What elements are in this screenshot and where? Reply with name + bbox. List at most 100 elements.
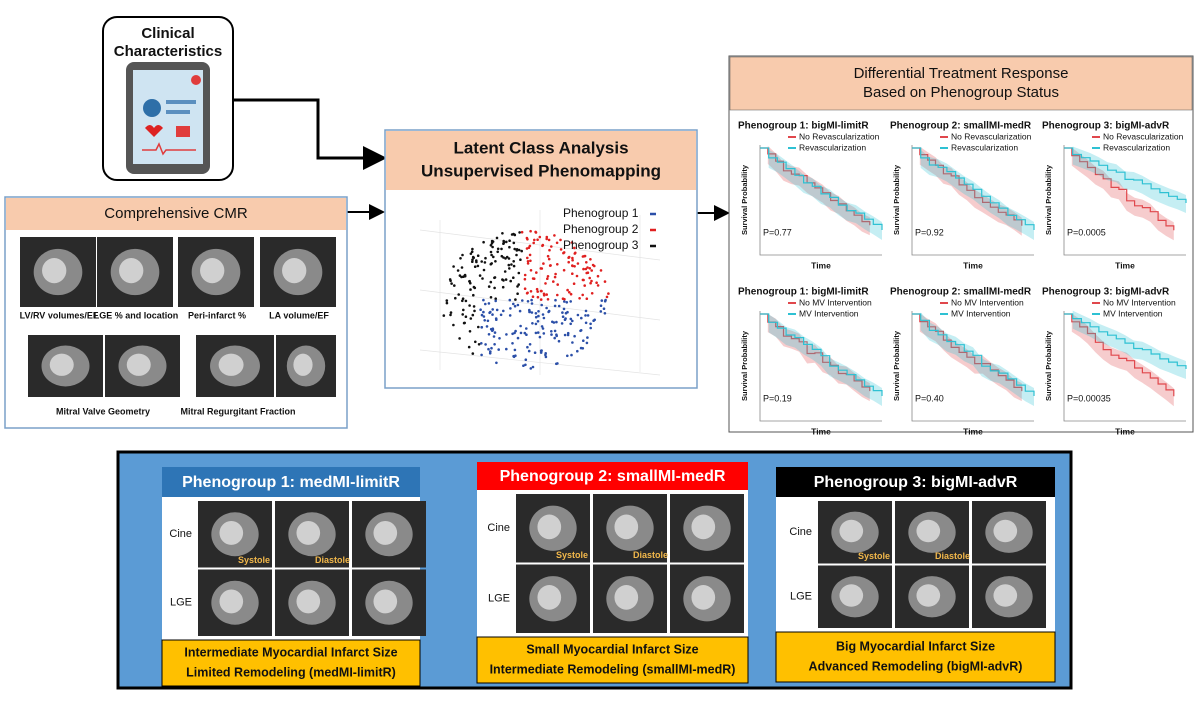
- scatter-dot: [515, 249, 519, 252]
- scatter-dot: [540, 325, 544, 328]
- scatter-dot: [556, 263, 559, 266]
- scatter-dot: [445, 299, 449, 302]
- icon-plus: [191, 75, 201, 85]
- x-axis-label: Time: [811, 260, 831, 270]
- axis: [1063, 145, 1186, 256]
- scatter-dot: [586, 266, 589, 269]
- confidence-band: [920, 312, 1034, 406]
- legend-label: No Revascularization: [1103, 131, 1184, 141]
- phenogroup-header: [776, 467, 1055, 497]
- scatter-dot: [547, 257, 551, 261]
- scatter-dot: [484, 256, 487, 260]
- icon-ecg: [142, 142, 196, 156]
- cmr-image-label: LA volume/EF: [269, 310, 329, 320]
- scatter-dot: [471, 352, 475, 355]
- y-axis-label: Survival Probability: [1044, 330, 1053, 401]
- scatter-dot: [452, 265, 455, 268]
- scatter-dot: [471, 247, 474, 251]
- scatter-dot: [529, 367, 533, 370]
- scatter-dot: [526, 300, 530, 303]
- cmr-image-detail: [691, 585, 716, 610]
- cmr-image-detail: [49, 353, 74, 376]
- scatter-dot: [533, 351, 537, 355]
- description: Small Myocardial Infarct Size: [526, 642, 698, 656]
- scatter-dot: [537, 314, 540, 318]
- cmr-image-detail: [200, 258, 225, 284]
- scatter-dot: [569, 317, 573, 321]
- scatter-dot: [552, 280, 555, 283]
- scatter-dot: [464, 315, 468, 319]
- scatter-dot: [509, 279, 512, 283]
- scatter-dot: [571, 319, 574, 323]
- scatter-dot: [494, 297, 498, 301]
- scatter-dot: [452, 323, 455, 327]
- scatter-dot: [513, 331, 516, 335]
- scatter-dot: [545, 306, 548, 310]
- scatter-dot: [493, 343, 496, 346]
- scatter-dot: [571, 272, 574, 276]
- scatter-dot: [553, 336, 556, 340]
- description-box: [775, 631, 1056, 683]
- scatter-dot: [603, 280, 607, 283]
- scatter-dot: [528, 308, 531, 312]
- confidence-band: [919, 146, 1022, 236]
- scatter-dot: [582, 339, 585, 343]
- phenogroup-header: [162, 467, 420, 497]
- panel-title: Phenogroup 1: bigMI-limitR: [738, 121, 869, 132]
- scatter-dot: [508, 314, 512, 317]
- scatter-dot: [540, 303, 543, 307]
- scatter-dot: [468, 279, 471, 283]
- scatter-dot: [571, 258, 574, 262]
- scatter-dot: [507, 263, 511, 267]
- scatter-dot: [492, 335, 496, 338]
- scatter-dot: [544, 352, 547, 355]
- scatter-dot: [480, 260, 484, 263]
- scatter-dot: [480, 326, 484, 329]
- scatter-dot: [501, 232, 504, 235]
- scatter-dot: [540, 349, 543, 352]
- phase-label: Diastole: [935, 551, 970, 561]
- scatter-dot: [575, 274, 579, 278]
- scatter-dot: [531, 322, 534, 325]
- scatter-dot: [491, 308, 495, 311]
- scatter-dot: [552, 321, 556, 324]
- cmr-image-detail: [293, 353, 313, 376]
- scatter-dot: [491, 245, 494, 249]
- scatter-dot: [482, 298, 485, 302]
- scatter-dot: [565, 301, 569, 304]
- scatter-dot: [491, 328, 495, 332]
- scatter-dot: [481, 277, 484, 280]
- cmr-image-label: LGE % and location: [94, 310, 179, 320]
- scatter-dot: [602, 307, 606, 311]
- scatter-dot: [486, 319, 490, 323]
- scatter-dot: [493, 331, 497, 334]
- scatter-dot: [557, 304, 561, 308]
- scatter-dot: [592, 319, 595, 323]
- survival-curve: [760, 313, 883, 396]
- scatter-dot: [459, 257, 462, 260]
- scatter-dot: [482, 310, 485, 314]
- scatter-dot: [468, 304, 471, 307]
- scatter-dot: [560, 322, 564, 325]
- scatter-dot: [475, 259, 478, 262]
- scatter-dot: [567, 255, 571, 259]
- cmr-image-detail: [296, 589, 321, 614]
- phenogroup-title: Phenogroup 1: medMI-limitR: [182, 474, 400, 491]
- survival-curve: [1064, 147, 1175, 231]
- description-box: [476, 636, 749, 684]
- scatter-dot: [525, 292, 529, 295]
- panel-title: Phenogroup 2: smallMI-medR: [890, 121, 1032, 132]
- scatter-dot: [492, 255, 495, 259]
- scatter-dot: [496, 250, 500, 254]
- scatter-dot: [530, 311, 534, 314]
- scatter-dot: [525, 236, 529, 240]
- confidence-band: [767, 314, 870, 402]
- axis: [759, 311, 882, 422]
- scatter-dot: [595, 281, 598, 285]
- scatter-dot: [527, 246, 531, 249]
- scatter-dot: [545, 235, 549, 239]
- scatter-dot: [523, 277, 527, 281]
- phenogroup-title: Phenogroup 3: bigMI-advR: [814, 474, 1018, 491]
- scatter-dot: [573, 246, 576, 250]
- scatter-dot: [460, 266, 464, 269]
